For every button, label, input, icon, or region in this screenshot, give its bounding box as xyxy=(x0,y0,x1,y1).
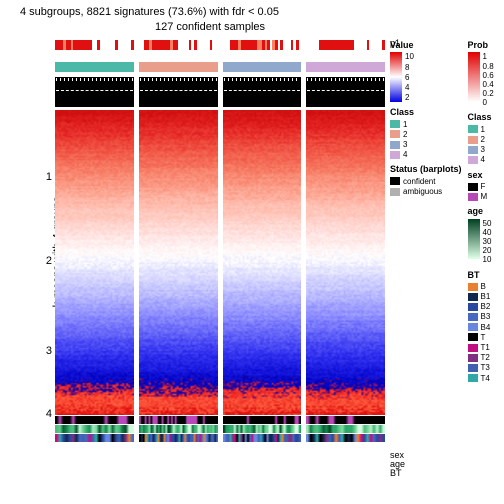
legend-item: B1 xyxy=(468,292,494,301)
legend-item: B4 xyxy=(468,323,494,332)
legend-item: 3 xyxy=(390,140,462,149)
silhouette-row xyxy=(55,77,385,107)
legend-prob: Prob 10.80.60.40.20 xyxy=(468,40,494,107)
legend-item: 2 xyxy=(390,130,462,139)
legend-sex-title: sex xyxy=(468,170,494,180)
legend-classB-title: Class xyxy=(468,112,494,122)
legend-item: B3 xyxy=(468,312,494,321)
legend-prob-ticks: 10.80.60.40.20 xyxy=(483,52,494,107)
legend-item: 4 xyxy=(468,155,494,164)
legend-age-title: age xyxy=(468,206,494,216)
legend-item: T xyxy=(468,333,494,342)
legend-value-ticks: 108642 xyxy=(405,52,414,102)
legend-item: 2 xyxy=(468,135,494,144)
legend-area: Value 108642 Class 1234 Status (barplots… xyxy=(390,40,500,388)
legend-classB: Class 1234 xyxy=(468,112,494,164)
legend-value-gradient xyxy=(390,52,402,102)
plot-subtitle: 127 confident samples xyxy=(40,18,380,33)
plot-area xyxy=(55,40,385,480)
y-tick: 2 xyxy=(46,255,52,267)
legend-age: age 5040302010 xyxy=(468,206,494,264)
bt-annotation-row xyxy=(55,434,385,442)
legend-status: Status (barplots) confidentambiguous xyxy=(390,164,462,196)
y-tick: 1 xyxy=(46,171,52,183)
heatmap-row xyxy=(55,110,385,415)
legend-item: 1 xyxy=(390,120,462,129)
legend-status-title: Status (barplots) xyxy=(390,164,462,174)
y-axis-ticks: 1 2 3 4 xyxy=(40,135,52,435)
legend-sex: sex FM xyxy=(468,170,494,202)
legend-item: T4 xyxy=(468,374,494,383)
age-annotation-row xyxy=(55,425,385,433)
bt-label: BT xyxy=(390,468,402,478)
p1-annotation-row xyxy=(55,40,385,50)
y-tick: 3 xyxy=(46,345,52,357)
legend-prob-title: Prob xyxy=(468,40,494,50)
class-annotation-row xyxy=(55,62,385,72)
legend-item: T2 xyxy=(468,353,494,362)
sex-annotation-row xyxy=(55,416,385,424)
legend-item: ambiguous xyxy=(390,187,462,196)
legend-item: B2 xyxy=(468,302,494,311)
legend-prob-gradient xyxy=(468,52,480,102)
legend-item: B xyxy=(468,282,494,291)
legend-bt-title: BT xyxy=(468,270,494,280)
legend-item: 4 xyxy=(390,150,462,159)
legend-item: 3 xyxy=(468,145,494,154)
legend-item: F xyxy=(468,182,494,191)
legend-value: Value 108642 xyxy=(390,40,462,102)
legend-value-title: Value xyxy=(390,40,462,50)
legend-item: T1 xyxy=(468,343,494,352)
legend-item: 1 xyxy=(468,125,494,134)
legend-age-gradient xyxy=(468,219,480,259)
legend-item: confident xyxy=(390,177,462,186)
plot-title: 4 subgroups, 8821 signatures (73.6%) wit… xyxy=(0,0,504,18)
legend-class: Class 1234 xyxy=(390,107,462,159)
legend-item: T3 xyxy=(468,363,494,372)
legend-item: M xyxy=(468,192,494,201)
y-tick: 4 xyxy=(46,408,52,420)
legend-age-ticks: 5040302010 xyxy=(483,219,492,265)
legend-class-title: Class xyxy=(390,107,462,117)
legend-bt: BT BB1B2B3 B4TT1T2T3 T4 xyxy=(468,270,494,383)
